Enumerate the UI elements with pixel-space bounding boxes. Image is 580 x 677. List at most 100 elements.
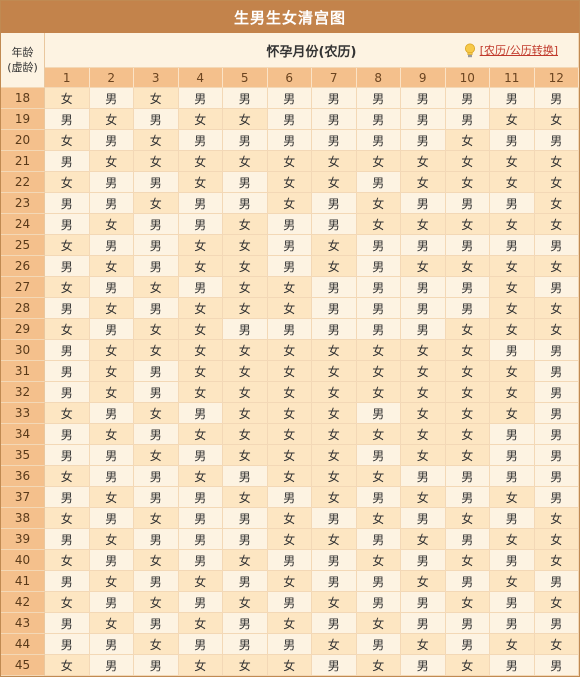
- gender-cell: 女: [445, 550, 490, 571]
- age-cell: 37: [1, 487, 45, 508]
- gender-cell: 女: [45, 319, 90, 340]
- gender-cell: 女: [267, 298, 312, 319]
- gender-cell: 女: [534, 172, 579, 193]
- gender-cell: 女: [45, 88, 90, 109]
- gender-cell: 女: [490, 361, 535, 382]
- gender-cell: 男: [267, 88, 312, 109]
- gender-cell: 女: [534, 109, 579, 130]
- gender-cell: 男: [45, 109, 90, 130]
- gender-cell: 女: [45, 655, 90, 676]
- age-cell: 24: [1, 214, 45, 235]
- gender-cell: 女: [312, 172, 357, 193]
- gender-cell: 男: [490, 550, 535, 571]
- gender-cell: 男: [223, 634, 268, 655]
- calendar-toggle[interactable]: [农历/公历转换]: [464, 42, 558, 58]
- gender-cell: 男: [445, 109, 490, 130]
- gender-cell: 女: [312, 256, 357, 277]
- gender-cell: 男: [490, 130, 535, 151]
- gender-cell: 男: [490, 655, 535, 676]
- gender-cell: 女: [45, 466, 90, 487]
- gender-cell: 男: [134, 298, 179, 319]
- gender-cell: 女: [223, 382, 268, 403]
- gender-cell: 女: [134, 88, 179, 109]
- gender-cell: 男: [356, 487, 401, 508]
- gender-cell: 男: [45, 571, 90, 592]
- gender-cell: 女: [401, 634, 446, 655]
- gender-cell: 女: [356, 466, 401, 487]
- gender-cell: 女: [312, 529, 357, 550]
- gender-cell: 女: [445, 655, 490, 676]
- gender-cell: 女: [223, 256, 268, 277]
- gender-cell: 男: [267, 487, 312, 508]
- age-sublabel: (虚龄): [7, 61, 38, 74]
- gender-cell: 女: [312, 382, 357, 403]
- gender-cell: 男: [534, 382, 579, 403]
- page-title: 生男生女清宫图: [1, 1, 579, 33]
- age-cell: 38: [1, 508, 45, 529]
- gender-cell: 女: [356, 655, 401, 676]
- gender-cell: 男: [356, 319, 401, 340]
- gender-cell: 女: [267, 655, 312, 676]
- age-cell: 29: [1, 319, 45, 340]
- gender-cell: 男: [445, 193, 490, 214]
- gender-cell: 男: [89, 319, 134, 340]
- gender-cell: 男: [490, 88, 535, 109]
- gender-cell: 男: [45, 382, 90, 403]
- gender-cell: 女: [490, 298, 535, 319]
- gender-cell: 女: [312, 361, 357, 382]
- gender-cell: 男: [178, 487, 223, 508]
- gender-cell: 女: [45, 130, 90, 151]
- gender-cell: 男: [490, 466, 535, 487]
- gender-cell: 女: [356, 550, 401, 571]
- calendar-toggle-link[interactable]: [农历/公历转换]: [479, 44, 558, 57]
- gender-cell: 女: [356, 424, 401, 445]
- gender-cell: 女: [267, 424, 312, 445]
- age-cell: 26: [1, 256, 45, 277]
- gender-cell: 男: [89, 88, 134, 109]
- gender-cell: 男: [89, 403, 134, 424]
- gender-cell: 男: [356, 529, 401, 550]
- gender-cell: 男: [490, 445, 535, 466]
- gender-cell: 男: [401, 277, 446, 298]
- gender-cell: 男: [445, 634, 490, 655]
- gender-cell: 女: [134, 130, 179, 151]
- gender-cell: 男: [356, 298, 401, 319]
- gender-cell: 女: [178, 571, 223, 592]
- gender-cell: 女: [267, 529, 312, 550]
- gender-cell: 女: [223, 403, 268, 424]
- gender-cell: 男: [401, 109, 446, 130]
- age-cell: 27: [1, 277, 45, 298]
- gender-cell: 男: [534, 403, 579, 424]
- gender-cell: 男: [89, 508, 134, 529]
- gender-cell: 男: [534, 613, 579, 634]
- gender-cell: 男: [312, 319, 357, 340]
- gender-cell: 男: [445, 466, 490, 487]
- gender-cell: 女: [534, 508, 579, 529]
- gender-cell: 男: [356, 256, 401, 277]
- age-cell: 23: [1, 193, 45, 214]
- gender-cell: 男: [401, 508, 446, 529]
- gender-cell: 女: [178, 466, 223, 487]
- gender-cell: 男: [89, 445, 134, 466]
- gender-cell: 男: [312, 88, 357, 109]
- month-header-label: 怀孕月份(农历): [266, 44, 357, 60]
- gender-cell: 女: [490, 403, 535, 424]
- gender-cell: 男: [223, 130, 268, 151]
- gender-cell: 女: [490, 109, 535, 130]
- gender-cell: 男: [490, 508, 535, 529]
- gender-cell: 男: [267, 109, 312, 130]
- gender-cell: 女: [445, 151, 490, 172]
- gender-cell: 男: [89, 592, 134, 613]
- gender-cell: 女: [401, 361, 446, 382]
- gender-cell: 女: [534, 529, 579, 550]
- gender-cell: 女: [223, 655, 268, 676]
- age-cell: 20: [1, 130, 45, 151]
- gender-cell: 男: [490, 193, 535, 214]
- gender-cell: 男: [401, 466, 446, 487]
- month-column-header: 1: [45, 68, 90, 88]
- gender-cell: 女: [267, 613, 312, 634]
- gender-cell: 女: [445, 361, 490, 382]
- gender-cell: 男: [223, 508, 268, 529]
- gender-cell: 女: [134, 634, 179, 655]
- gender-cell: 男: [223, 466, 268, 487]
